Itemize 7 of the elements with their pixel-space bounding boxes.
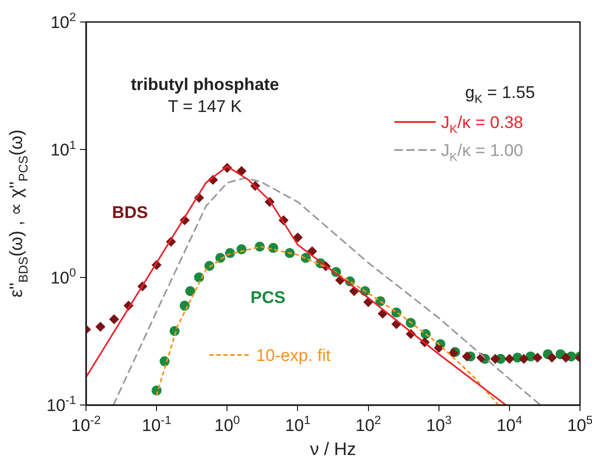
y-axis-title: ε''BDS(ω) , ∝ χ''PCS(ω)	[6, 130, 30, 298]
x-axis-title: ν / Hz	[310, 439, 356, 459]
legend-label: 10-exp. fit	[256, 346, 331, 365]
series-label: PCS	[250, 288, 286, 307]
annotation: T = 147 K	[168, 97, 242, 116]
annotation: tributyl phosphate	[130, 75, 280, 94]
series-label: BDS	[112, 203, 148, 222]
